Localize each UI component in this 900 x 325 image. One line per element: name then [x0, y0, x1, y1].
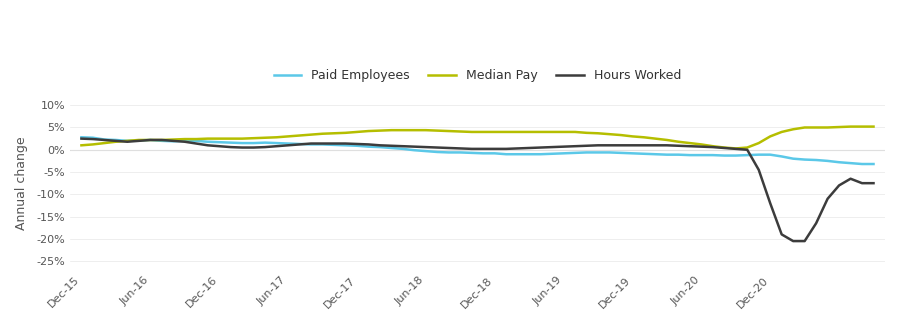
Median Pay	[76, 143, 86, 147]
Hours Worked	[788, 239, 798, 243]
Paid Employees	[742, 153, 752, 157]
Legend: Paid Employees, Median Pay, Hours Worked: Paid Employees, Median Pay, Hours Worked	[268, 64, 687, 87]
Paid Employees	[512, 152, 523, 156]
Median Pay	[317, 132, 328, 136]
Median Pay	[868, 125, 879, 129]
Y-axis label: Annual change: Annual change	[15, 136, 28, 230]
Median Pay	[409, 128, 419, 132]
Hours Worked	[179, 140, 190, 144]
Hours Worked	[512, 147, 523, 150]
Paid Employees	[76, 135, 86, 139]
Hours Worked	[76, 137, 86, 141]
Hours Worked	[753, 168, 764, 172]
Median Pay	[845, 125, 856, 129]
Median Pay	[512, 130, 523, 134]
Median Pay	[260, 136, 271, 140]
Paid Employees	[868, 162, 879, 166]
Line: Paid Employees: Paid Employees	[81, 137, 874, 164]
Median Pay	[731, 147, 742, 150]
Line: Hours Worked: Hours Worked	[81, 139, 874, 241]
Median Pay	[765, 135, 776, 138]
Paid Employees	[260, 141, 271, 145]
Hours Worked	[260, 145, 271, 149]
Hours Worked	[868, 181, 879, 185]
Paid Employees	[857, 162, 868, 166]
Hours Worked	[317, 142, 328, 146]
Paid Employees	[317, 142, 328, 146]
Hours Worked	[742, 148, 752, 152]
Paid Employees	[753, 153, 764, 157]
Line: Median Pay: Median Pay	[81, 127, 874, 149]
Paid Employees	[179, 139, 190, 143]
Median Pay	[179, 137, 190, 141]
